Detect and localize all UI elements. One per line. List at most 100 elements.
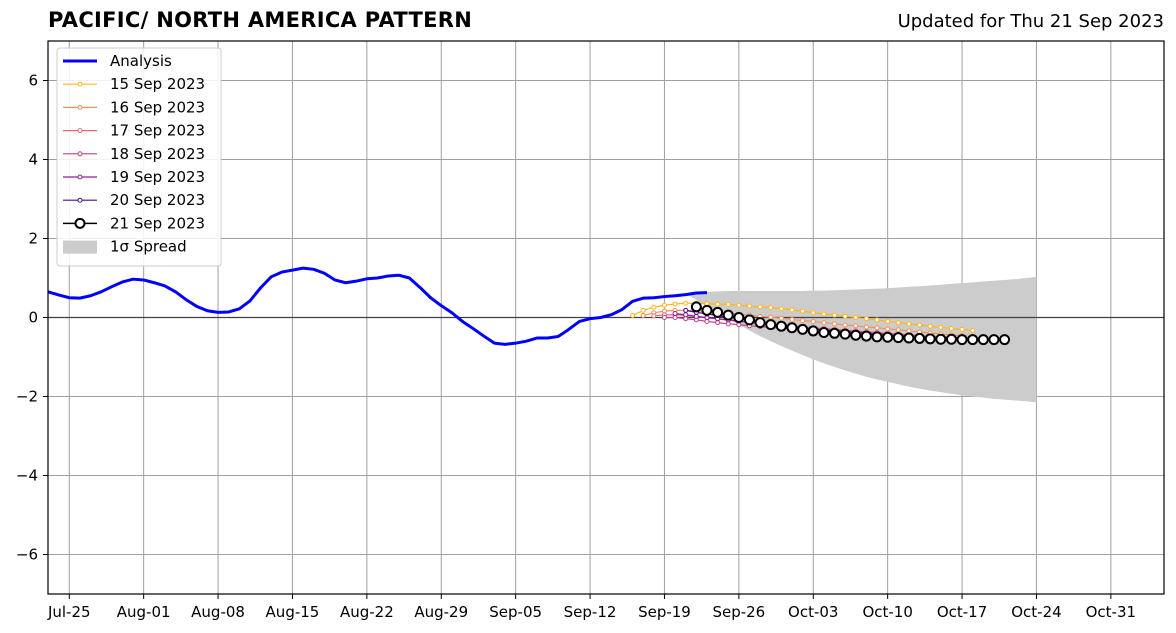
forecast-point [977, 334, 989, 346]
axis-ticks: Jul-25 Aug-01 Aug-08 Aug-15 Aug-22 Aug-29 Sep-… [16, 72, 1136, 622]
forecast-point [863, 316, 869, 322]
forecast-point [853, 323, 859, 329]
forecast-point [903, 332, 915, 344]
x-tick-label: Aug-22 [340, 603, 394, 621]
forecast-point [775, 320, 787, 332]
forecast-point [651, 304, 657, 310]
forecast-point [871, 331, 883, 343]
forecast-point [754, 317, 766, 329]
forecast-point [733, 312, 745, 323]
legend-label: 1σ Spread [110, 238, 187, 256]
forecast-point [959, 326, 965, 332]
y-tick-label: −4 [16, 467, 38, 485]
forecast-point [970, 328, 976, 334]
forecast-point [832, 321, 838, 327]
x-tick-label: Sep-26 [712, 603, 765, 621]
forecast-point [924, 333, 936, 345]
x-tick-label: Jul-25 [47, 603, 91, 621]
forecast-point [948, 326, 954, 332]
forecast-point [818, 327, 830, 339]
forecast-point [704, 318, 710, 324]
forecast-point [715, 301, 721, 307]
legend-swatch-marker [77, 197, 83, 203]
x-tick-label: Aug-01 [117, 603, 171, 621]
forecast-point [874, 317, 880, 323]
forecast-point [712, 306, 724, 318]
forecast-point [701, 304, 713, 316]
forecast-point [778, 306, 784, 312]
forecast-point [945, 333, 957, 345]
legend-swatch-marker [74, 217, 86, 229]
y-tick-label: −6 [16, 546, 38, 564]
forecast-point [789, 316, 795, 322]
forecast-point [683, 300, 689, 306]
forecast-point [863, 324, 869, 330]
y-tick-label: 4 [28, 151, 38, 169]
legend-swatch-marker [77, 104, 83, 110]
forecast-point [821, 320, 827, 326]
forecast-point [651, 313, 657, 319]
analysis-line [47, 266, 708, 346]
forecast-point [938, 324, 944, 330]
forecast-point [839, 328, 851, 340]
forecast-point [736, 302, 742, 308]
legend-label: Analysis [110, 52, 172, 70]
forecast-point [693, 313, 699, 319]
forecast-point [807, 325, 819, 337]
legend-label: 19 Sep 2023 [110, 168, 205, 186]
legend-label: 17 Sep 2023 [110, 122, 205, 140]
forecast-point [725, 321, 731, 327]
forecast-point [630, 313, 636, 319]
forecast-point [725, 301, 731, 307]
forecast-point [810, 318, 816, 324]
forecast-point [988, 334, 1000, 346]
forecast-point [640, 313, 646, 319]
forecast-point [789, 307, 795, 313]
forecast-point [917, 322, 923, 328]
updated-date-label: Updated for Thu 21 Sep 2023 [897, 11, 1164, 32]
forecast-point [829, 327, 841, 339]
legend-label: 20 Sep 2023 [110, 191, 205, 209]
y-tick-label: −2 [16, 388, 38, 406]
forecast-point [640, 307, 646, 313]
legend-swatch-marker [77, 128, 83, 134]
legend-label: 16 Sep 2023 [110, 98, 205, 116]
legend-swatch-marker [77, 81, 83, 87]
x-tick-label: Sep-12 [564, 603, 617, 621]
forecast-point [882, 331, 894, 343]
forecast-point [914, 332, 926, 344]
forecast-point [768, 305, 774, 311]
legend-box [56, 47, 222, 267]
forecast-point [746, 303, 752, 309]
x-tick-label: Oct-17 [937, 603, 987, 621]
page-title: PACIFIC/ NORTH AMERICA PATTERN [48, 8, 473, 32]
forecast-point [999, 334, 1011, 346]
legend-swatch-spread [63, 240, 97, 254]
forecast-point [895, 320, 901, 326]
forecast-point [757, 304, 763, 310]
forecast-point [797, 323, 809, 335]
forecast-point [892, 332, 904, 344]
forecast-point [683, 307, 689, 313]
x-tick-label: Oct-31 [1086, 603, 1136, 621]
forecast-point [786, 322, 798, 334]
forecast-point [661, 302, 667, 308]
forecast-point [800, 308, 806, 314]
forecast-point [821, 311, 827, 317]
forecast-point [672, 311, 678, 317]
x-tick-label: Oct-03 [788, 603, 838, 621]
forecast-point [850, 329, 862, 341]
legend-label: 21 Sep 2023 [110, 214, 205, 232]
y-tick-label: 0 [28, 309, 38, 327]
forecast-point [765, 319, 777, 331]
forecast-point [967, 334, 979, 346]
series-layer [47, 266, 1011, 346]
x-tick-label: Oct-10 [862, 603, 912, 621]
forecast-point [842, 313, 848, 319]
legend-label: 18 Sep 2023 [110, 145, 205, 163]
forecast-point [672, 315, 678, 320]
legend-swatch-marker [77, 174, 83, 180]
forecast-point [743, 314, 755, 326]
forecast-point [778, 315, 784, 321]
